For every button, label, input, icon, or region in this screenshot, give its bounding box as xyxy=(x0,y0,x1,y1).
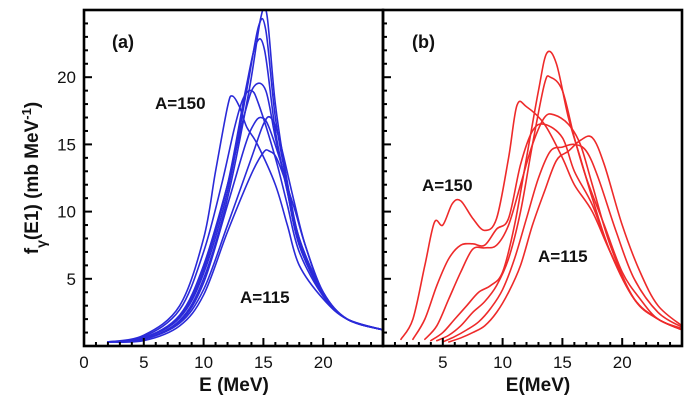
ylabel-close: ) xyxy=(22,102,43,108)
x-tick-label-a-0: 0 xyxy=(79,353,88,372)
ylabel-sub: γ xyxy=(33,240,49,248)
x-tick-label-b-15: 15 xyxy=(553,353,572,372)
series-line-a-9 xyxy=(107,149,383,344)
annotation-b-1: A=150 xyxy=(422,176,473,195)
ylabel-sup: -1 xyxy=(19,108,34,120)
y-tick-label-a-20: 20 xyxy=(57,68,76,87)
x-tick-label-a-5: 5 xyxy=(139,353,148,372)
frame-b xyxy=(381,8,684,348)
curves-a xyxy=(107,10,383,344)
x-tick-label-b-5: 5 xyxy=(438,353,447,372)
series-line-b-5 xyxy=(436,75,682,342)
series-line-b-6 xyxy=(442,143,682,343)
x-tick-label-b-20: 20 xyxy=(613,353,632,372)
y-tick-label-a-10: 10 xyxy=(57,203,76,222)
panel-label-a: (a) xyxy=(112,32,134,52)
series-line-b-1 xyxy=(400,100,682,341)
panel-a: 0 5 10 15 20 5 10 15 20 (a) A=150 A=115 E (MeV) xyxy=(57,8,385,396)
x-tick-label-b-10: 10 xyxy=(493,353,512,372)
frame-a xyxy=(82,8,385,348)
annotation-a-1: A=150 xyxy=(155,94,206,113)
series-line-b-7 xyxy=(447,135,682,343)
annotation-b-2: A=115 xyxy=(538,247,588,266)
annotation-a-2: A=115 xyxy=(240,288,290,307)
y-tick-label-a-15: 15 xyxy=(57,135,76,154)
xlabel-a: E (MeV) xyxy=(199,375,269,396)
curves-b xyxy=(400,50,682,343)
ticks-a: 0 5 10 15 20 5 10 15 20 xyxy=(57,22,384,372)
x-tick-label-a-15: 15 xyxy=(254,353,273,372)
series-line-a-8 xyxy=(107,115,383,343)
series-line-b-3 xyxy=(424,113,682,341)
ylabel-main: f xyxy=(22,247,43,254)
panel-label-b: (b) xyxy=(412,32,435,52)
y-tick-label-a-5: 5 xyxy=(67,270,76,289)
x-tick-label-a-20: 20 xyxy=(314,353,333,372)
panel-b: 5 10 15 20 (b) A=150 A=115 E(MeV) xyxy=(381,8,684,396)
xlabel-b: E(MeV) xyxy=(506,375,570,396)
x-tick-label-a-10: 10 xyxy=(194,353,213,372)
series-line-b-4 xyxy=(430,50,682,342)
y-axis-label: fγ(E1) (mb MeV-1) xyxy=(19,102,50,254)
series-line-a-7 xyxy=(107,116,383,343)
ylabel-rest: (E1) (mb MeV xyxy=(22,119,43,240)
